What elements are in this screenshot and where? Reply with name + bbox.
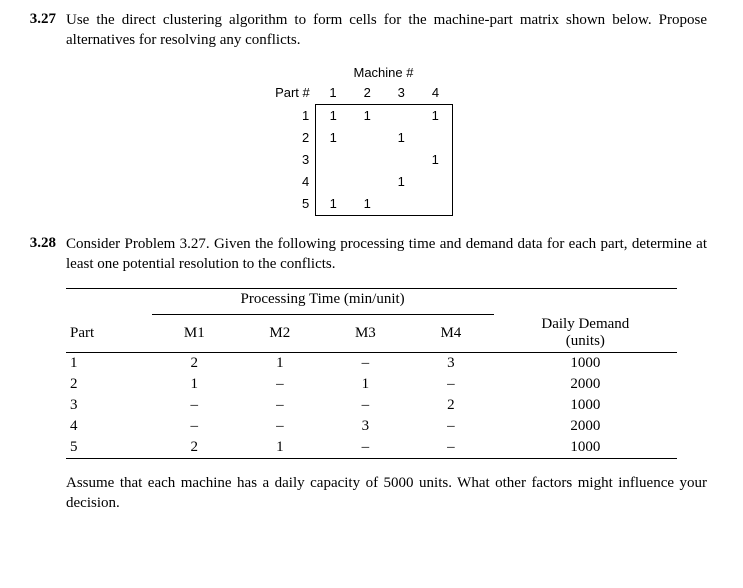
proc-header-row: Part M1 M2 M3 M4 Daily Demand (units) bbox=[66, 314, 677, 353]
proc-cell-demand: 2000 bbox=[494, 416, 677, 437]
proc-row: 1 2 1 – 3 1000 bbox=[66, 353, 677, 375]
problem-3-28: 3.28 Consider Problem 3.27. Given the fo… bbox=[0, 234, 707, 275]
matrix-cell: 1 bbox=[418, 104, 453, 127]
proc-cell: – bbox=[323, 437, 409, 459]
problem-3-27: 3.27 Use the direct clustering algorithm… bbox=[0, 10, 707, 51]
matrix-col-header: 4 bbox=[418, 82, 453, 105]
proc-cell: – bbox=[408, 437, 494, 459]
matrix-title: Machine # bbox=[229, 65, 479, 80]
proc-cell: – bbox=[237, 416, 323, 437]
machine-part-matrix: Machine # Part # 1 2 3 4 1 1 1 1 2 1 1 bbox=[229, 65, 479, 216]
proc-cell-part: 2 bbox=[66, 374, 152, 395]
proc-cell-part: 5 bbox=[66, 437, 152, 459]
proc-cell: 1 bbox=[323, 374, 409, 395]
proc-cell: 1 bbox=[237, 353, 323, 375]
proc-row: 5 2 1 – – 1000 bbox=[66, 437, 677, 459]
proc-cell: – bbox=[237, 395, 323, 416]
proc-cell-part: 4 bbox=[66, 416, 152, 437]
proc-header-part: Part bbox=[66, 314, 152, 353]
matrix-cell bbox=[350, 127, 384, 149]
matrix-part-label: 4 bbox=[254, 171, 316, 193]
matrix-cell bbox=[350, 171, 384, 193]
matrix-cell bbox=[384, 104, 418, 127]
proc-cell: 2 bbox=[152, 353, 238, 375]
proc-header-m4: M4 bbox=[408, 314, 494, 353]
proc-header-demand: Daily Demand (units) bbox=[494, 314, 677, 353]
proc-row: 2 1 – 1 – 2000 bbox=[66, 374, 677, 395]
matrix-cell bbox=[350, 149, 384, 171]
matrix-part-label: 5 bbox=[254, 193, 316, 216]
proc-cell: – bbox=[408, 374, 494, 395]
matrix-cell: 1 bbox=[384, 171, 418, 193]
proc-cell-part: 1 bbox=[66, 353, 152, 375]
part-number-label: Part # bbox=[254, 82, 316, 105]
problem-number: 3.28 bbox=[0, 234, 66, 275]
matrix-cell: 1 bbox=[384, 127, 418, 149]
proc-header-demand-l1: Daily Demand bbox=[541, 316, 629, 332]
problem-number: 3.27 bbox=[0, 10, 66, 51]
matrix-cell: 1 bbox=[316, 104, 351, 127]
matrix-header-row: Part # 1 2 3 4 bbox=[254, 82, 453, 105]
matrix-cell bbox=[384, 149, 418, 171]
proc-cell-demand: 1000 bbox=[494, 353, 677, 375]
proc-table: Processing Time (min/unit) Part M1 M2 M3… bbox=[66, 288, 677, 459]
proc-header-m2: M2 bbox=[237, 314, 323, 353]
matrix-cell bbox=[418, 127, 453, 149]
closing-text: Assume that each machine has a daily cap… bbox=[66, 473, 707, 514]
proc-cell: – bbox=[152, 395, 238, 416]
problem-text: Consider Problem 3.27. Given the followi… bbox=[66, 234, 707, 275]
proc-header-demand-l2: (units) bbox=[566, 333, 605, 349]
matrix-cell bbox=[316, 171, 351, 193]
matrix-row: 1 1 1 1 bbox=[254, 104, 453, 127]
processing-time-table: Processing Time (min/unit) Part M1 M2 M3… bbox=[66, 288, 677, 459]
matrix-cell: 1 bbox=[316, 193, 351, 216]
matrix-row: 2 1 1 bbox=[254, 127, 453, 149]
matrix-cell bbox=[384, 193, 418, 216]
proc-section-title: Processing Time (min/unit) bbox=[152, 289, 494, 311]
matrix-row: 4 1 bbox=[254, 171, 453, 193]
proc-cell: 3 bbox=[323, 416, 409, 437]
matrix-cell: 1 bbox=[350, 193, 384, 216]
proc-section-title-row: Processing Time (min/unit) bbox=[66, 289, 677, 311]
proc-cell: 1 bbox=[152, 374, 238, 395]
proc-cell: 2 bbox=[152, 437, 238, 459]
matrix-col-header: 3 bbox=[384, 82, 418, 105]
proc-cell: – bbox=[237, 374, 323, 395]
matrix-part-label: 1 bbox=[254, 104, 316, 127]
matrix-col-header: 1 bbox=[316, 82, 351, 105]
matrix-part-label: 3 bbox=[254, 149, 316, 171]
proc-cell-demand: 1000 bbox=[494, 395, 677, 416]
matrix-row: 5 1 1 bbox=[254, 193, 453, 216]
proc-cell-part: 3 bbox=[66, 395, 152, 416]
proc-cell: – bbox=[323, 395, 409, 416]
proc-row: 3 – – – 2 1000 bbox=[66, 395, 677, 416]
matrix-part-label: 2 bbox=[254, 127, 316, 149]
proc-cell: – bbox=[323, 353, 409, 375]
proc-cell: 3 bbox=[408, 353, 494, 375]
proc-header-m1: M1 bbox=[152, 314, 238, 353]
proc-header-m3: M3 bbox=[323, 314, 409, 353]
proc-cell: – bbox=[408, 416, 494, 437]
matrix-cell: 1 bbox=[418, 149, 453, 171]
problem-text: Use the direct clustering algorithm to f… bbox=[66, 10, 707, 51]
matrix-row: 3 1 bbox=[254, 149, 453, 171]
proc-cell: 1 bbox=[237, 437, 323, 459]
matrix-table: Part # 1 2 3 4 1 1 1 1 2 1 1 3 bbox=[254, 82, 454, 216]
matrix-cell bbox=[418, 193, 453, 216]
matrix-cell: 1 bbox=[350, 104, 384, 127]
matrix-cell bbox=[316, 149, 351, 171]
proc-cell: 2 bbox=[408, 395, 494, 416]
matrix-cell: 1 bbox=[316, 127, 351, 149]
proc-cell: – bbox=[152, 416, 238, 437]
matrix-col-header: 2 bbox=[350, 82, 384, 105]
matrix-cell bbox=[418, 171, 453, 193]
proc-row: 4 – – 3 – 2000 bbox=[66, 416, 677, 437]
proc-cell-demand: 2000 bbox=[494, 374, 677, 395]
proc-cell-demand: 1000 bbox=[494, 437, 677, 459]
